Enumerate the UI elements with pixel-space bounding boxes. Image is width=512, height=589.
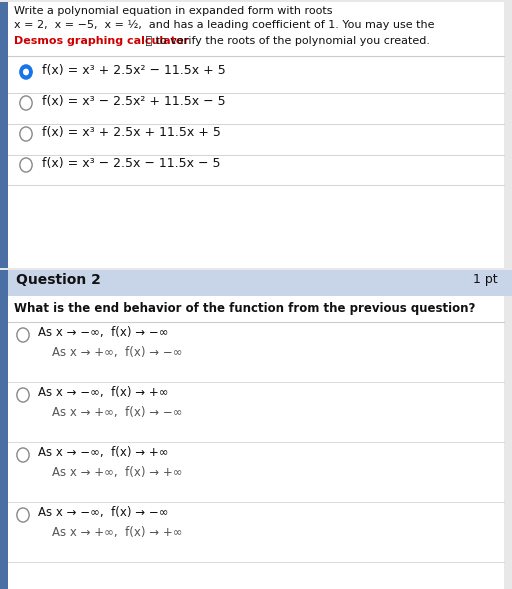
Text: What is the end behavior of the function from the previous question?: What is the end behavior of the function… bbox=[14, 302, 475, 315]
Circle shape bbox=[17, 508, 29, 522]
FancyBboxPatch shape bbox=[0, 270, 8, 296]
Text: As x → +∞,  f(x) → +∞: As x → +∞, f(x) → +∞ bbox=[52, 466, 182, 479]
FancyBboxPatch shape bbox=[8, 296, 504, 589]
Text: As x → −∞,  f(x) → +∞: As x → −∞, f(x) → +∞ bbox=[38, 446, 168, 459]
Text: As x → +∞,  f(x) → −∞: As x → +∞, f(x) → −∞ bbox=[52, 346, 182, 359]
Circle shape bbox=[24, 70, 28, 75]
Text: Desmos graphing calculator: Desmos graphing calculator bbox=[14, 36, 189, 46]
Text: f(x) = x³ − 2.5x − 11.5x − 5: f(x) = x³ − 2.5x − 11.5x − 5 bbox=[42, 157, 221, 170]
Text: 1 pt: 1 pt bbox=[474, 273, 498, 286]
Text: Write a polynomial equation in expanded form with roots: Write a polynomial equation in expanded … bbox=[14, 6, 332, 16]
Text: As x → +∞,  f(x) → −∞: As x → +∞, f(x) → −∞ bbox=[52, 406, 182, 419]
FancyBboxPatch shape bbox=[0, 296, 8, 589]
Circle shape bbox=[20, 127, 32, 141]
Circle shape bbox=[17, 448, 29, 462]
FancyBboxPatch shape bbox=[8, 2, 504, 268]
Text: As x → −∞,  f(x) → −∞: As x → −∞, f(x) → −∞ bbox=[38, 326, 168, 339]
Text: As x → −∞,  f(x) → +∞: As x → −∞, f(x) → +∞ bbox=[38, 386, 168, 399]
Text: ⧉ to verify the roots of the polynomial you created.: ⧉ to verify the roots of the polynomial … bbox=[142, 36, 430, 46]
Circle shape bbox=[17, 328, 29, 342]
FancyBboxPatch shape bbox=[0, 2, 8, 268]
Text: Question 2: Question 2 bbox=[16, 273, 101, 287]
Text: As x → −∞,  f(x) → −∞: As x → −∞, f(x) → −∞ bbox=[38, 506, 168, 519]
Circle shape bbox=[20, 96, 32, 110]
Circle shape bbox=[20, 65, 32, 79]
Text: As x → +∞,  f(x) → +∞: As x → +∞, f(x) → +∞ bbox=[52, 526, 182, 539]
Circle shape bbox=[17, 388, 29, 402]
Text: f(x) = x³ + 2.5x² − 11.5x + 5: f(x) = x³ + 2.5x² − 11.5x + 5 bbox=[42, 64, 226, 77]
Text: x = 2,  x = −5,  x = ½,  and has a leading coefficient of 1. You may use the: x = 2, x = −5, x = ½, and has a leading … bbox=[14, 20, 435, 30]
Text: f(x) = x³ − 2.5x² + 11.5x − 5: f(x) = x³ − 2.5x² + 11.5x − 5 bbox=[42, 95, 226, 108]
Text: f(x) = x³ + 2.5x + 11.5x + 5: f(x) = x³ + 2.5x + 11.5x + 5 bbox=[42, 126, 221, 139]
FancyBboxPatch shape bbox=[0, 270, 512, 296]
Circle shape bbox=[20, 158, 32, 172]
